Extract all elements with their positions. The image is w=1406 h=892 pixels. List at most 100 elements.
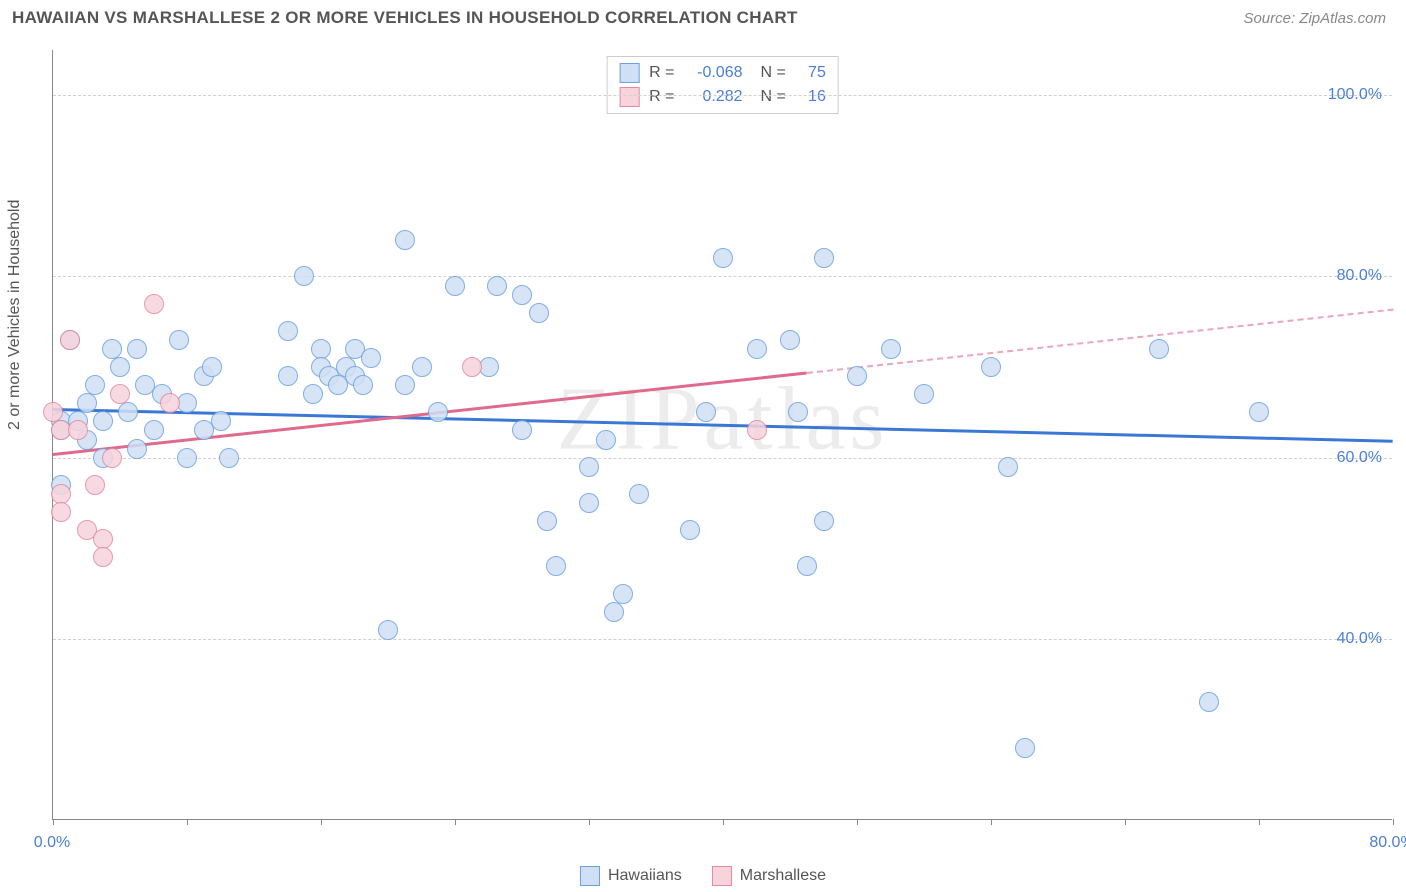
data-point (77, 393, 97, 413)
data-point (303, 384, 323, 404)
data-point (93, 529, 113, 549)
data-point (177, 448, 197, 468)
data-point (814, 511, 834, 531)
header: HAWAIIAN VS MARSHALLESE 2 OR MORE VEHICL… (0, 0, 1406, 36)
data-point (60, 330, 80, 350)
data-point (85, 375, 105, 395)
data-point (613, 584, 633, 604)
data-point (278, 321, 298, 341)
data-point (713, 248, 733, 268)
data-point (512, 285, 532, 305)
n-value: 16 (796, 88, 826, 106)
legend-swatch (580, 866, 600, 886)
data-point (1149, 339, 1169, 359)
legend-label: Marshallese (740, 867, 826, 885)
data-point (546, 556, 566, 576)
data-point (604, 602, 624, 622)
data-point (93, 411, 113, 431)
y-axis-label: 2 or more Vehicles in Household (6, 200, 24, 430)
data-point (51, 484, 71, 504)
stats-row: R =-0.068N =75 (619, 61, 826, 85)
data-point (797, 556, 817, 576)
data-point (596, 430, 616, 450)
n-label: N = (761, 64, 786, 82)
data-point (529, 303, 549, 323)
data-point (144, 294, 164, 314)
data-point (780, 330, 800, 350)
x-tick (1393, 819, 1394, 825)
data-point (412, 357, 432, 377)
data-point (51, 502, 71, 522)
data-point (998, 457, 1018, 477)
legend-item: Hawaiians (580, 866, 682, 886)
stats-row: R =0.282N =16 (619, 85, 826, 109)
data-point (294, 266, 314, 286)
chart-title: HAWAIIAN VS MARSHALLESE 2 OR MORE VEHICL… (12, 8, 798, 28)
series-swatch (619, 87, 639, 107)
data-point (1015, 738, 1035, 758)
gridline (53, 639, 1392, 640)
data-point (85, 475, 105, 495)
data-point (311, 339, 331, 359)
data-point (353, 375, 373, 395)
y-tick-label: 100.0% (1328, 86, 1382, 104)
data-point (788, 402, 808, 422)
gridline (53, 95, 1392, 96)
y-tick-label: 60.0% (1337, 449, 1382, 467)
x-tick (187, 819, 188, 825)
data-point (696, 402, 716, 422)
r-value: -0.068 (685, 64, 743, 82)
data-point (881, 339, 901, 359)
data-point (68, 420, 88, 440)
data-point (747, 420, 767, 440)
x-tick-label: 0.0% (34, 834, 70, 852)
data-point (202, 357, 222, 377)
data-point (462, 357, 482, 377)
data-point (278, 366, 298, 386)
data-point (629, 484, 649, 504)
data-point (680, 520, 700, 540)
x-tick-label: 80.0% (1369, 834, 1406, 852)
y-tick-label: 40.0% (1337, 630, 1382, 648)
x-tick (589, 819, 590, 825)
y-tick-label: 80.0% (1337, 267, 1382, 285)
data-point (110, 357, 130, 377)
data-point (487, 276, 507, 296)
x-tick (455, 819, 456, 825)
data-point (118, 402, 138, 422)
data-point (445, 276, 465, 296)
x-tick (1125, 819, 1126, 825)
x-tick (321, 819, 322, 825)
gridline (53, 458, 1392, 459)
data-point (1199, 692, 1219, 712)
n-value: 75 (796, 64, 826, 82)
data-point (537, 511, 557, 531)
data-point (747, 339, 767, 359)
x-tick (1259, 819, 1260, 825)
data-point (579, 493, 599, 513)
x-tick (857, 819, 858, 825)
scatter-chart: ZIPatlas R =-0.068N =75R =0.282N =16 40.… (52, 50, 1392, 820)
legend-item: Marshallese (712, 866, 826, 886)
gridline (53, 276, 1392, 277)
data-point (814, 248, 834, 268)
data-point (127, 339, 147, 359)
data-point (93, 547, 113, 567)
r-value: 0.282 (685, 88, 743, 106)
data-point (102, 448, 122, 468)
data-point (144, 420, 164, 440)
data-point (169, 330, 189, 350)
data-point (428, 402, 448, 422)
data-point (395, 375, 415, 395)
data-point (395, 230, 415, 250)
x-tick (53, 819, 54, 825)
legend-label: Hawaiians (608, 867, 682, 885)
data-point (102, 339, 122, 359)
source-attribution: Source: ZipAtlas.com (1243, 10, 1386, 27)
n-label: N = (761, 88, 786, 106)
data-point (378, 620, 398, 640)
data-point (160, 393, 180, 413)
series-legend: Hawaiians Marshallese (580, 866, 826, 886)
x-tick (723, 819, 724, 825)
legend-swatch (712, 866, 732, 886)
